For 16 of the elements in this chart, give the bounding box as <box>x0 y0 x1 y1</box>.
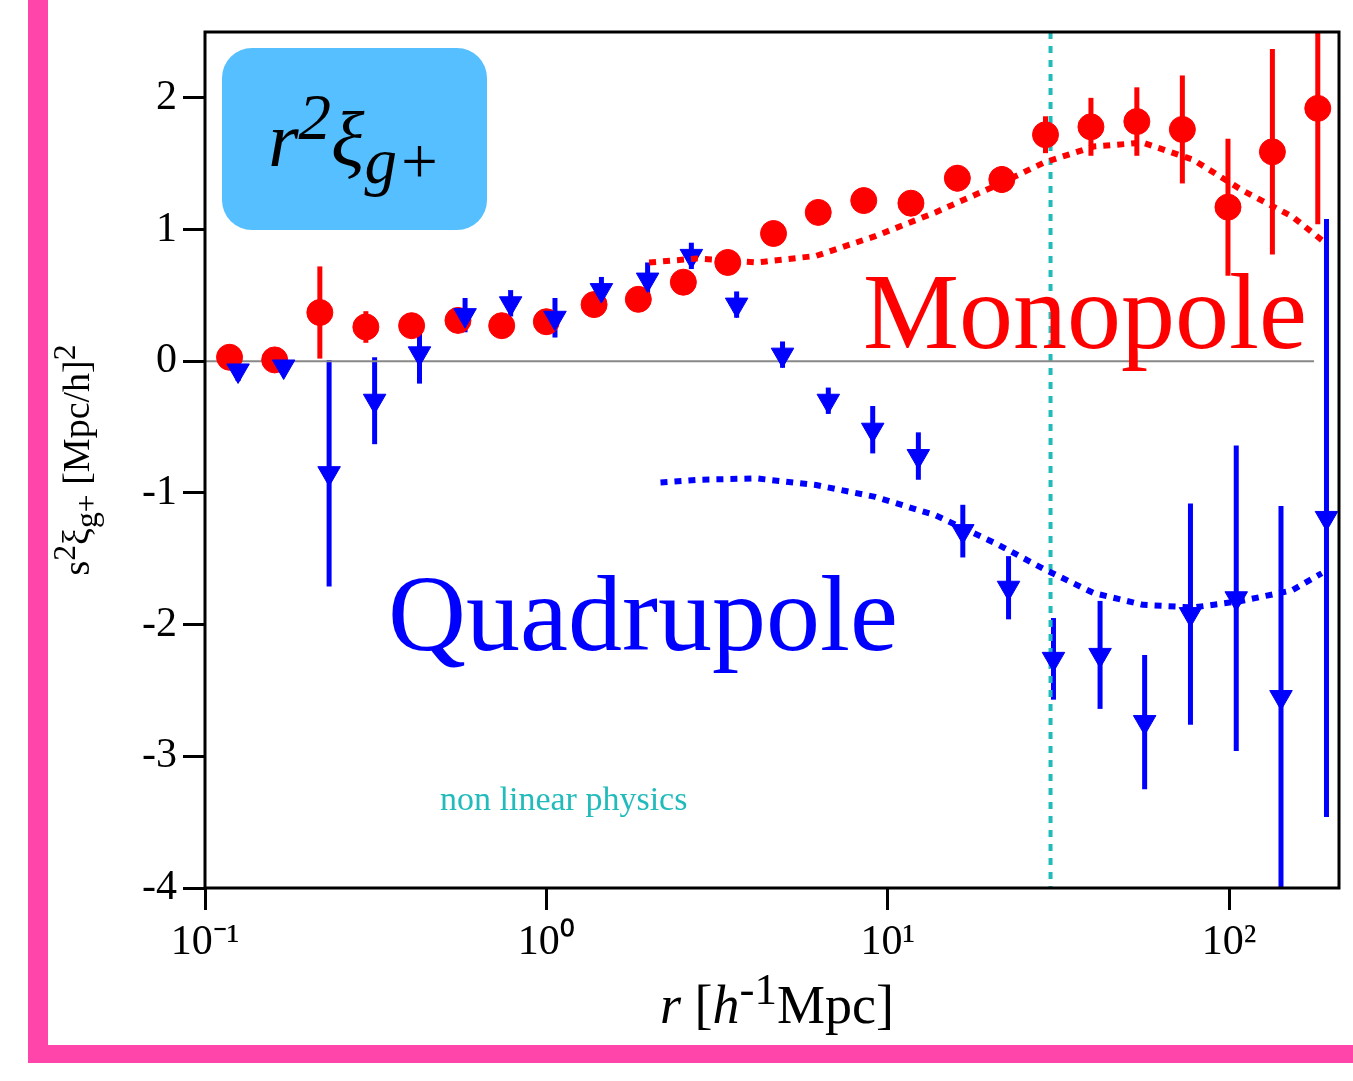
x-axis-title: r [h$^{-1}$Mpc] <box>660 963 894 1037</box>
y-tick-label: 0 <box>156 335 177 382</box>
y-tick-label: 2 <box>156 71 177 118</box>
series-label: Monopole <box>863 252 1307 372</box>
y-tick-label: -2 <box>142 598 177 645</box>
y-tick-label: 1 <box>156 203 177 250</box>
annotation: r$^{2}$ξ$_{g+}$ <box>268 79 441 199</box>
y-tick-label: -4 <box>142 862 177 909</box>
annotation: non linear physics <box>440 780 688 818</box>
series-label: Quadrupole <box>388 553 898 673</box>
y-tick-label: -3 <box>142 730 177 777</box>
y-tick-label: -1 <box>142 466 177 513</box>
x-tick-label: 10⁻¹ <box>170 917 240 964</box>
x-tick-label: 10¹ <box>860 917 915 964</box>
x-tick-label: 10⁰ <box>517 917 575 964</box>
x-tick-label: 10² <box>1201 917 1257 964</box>
